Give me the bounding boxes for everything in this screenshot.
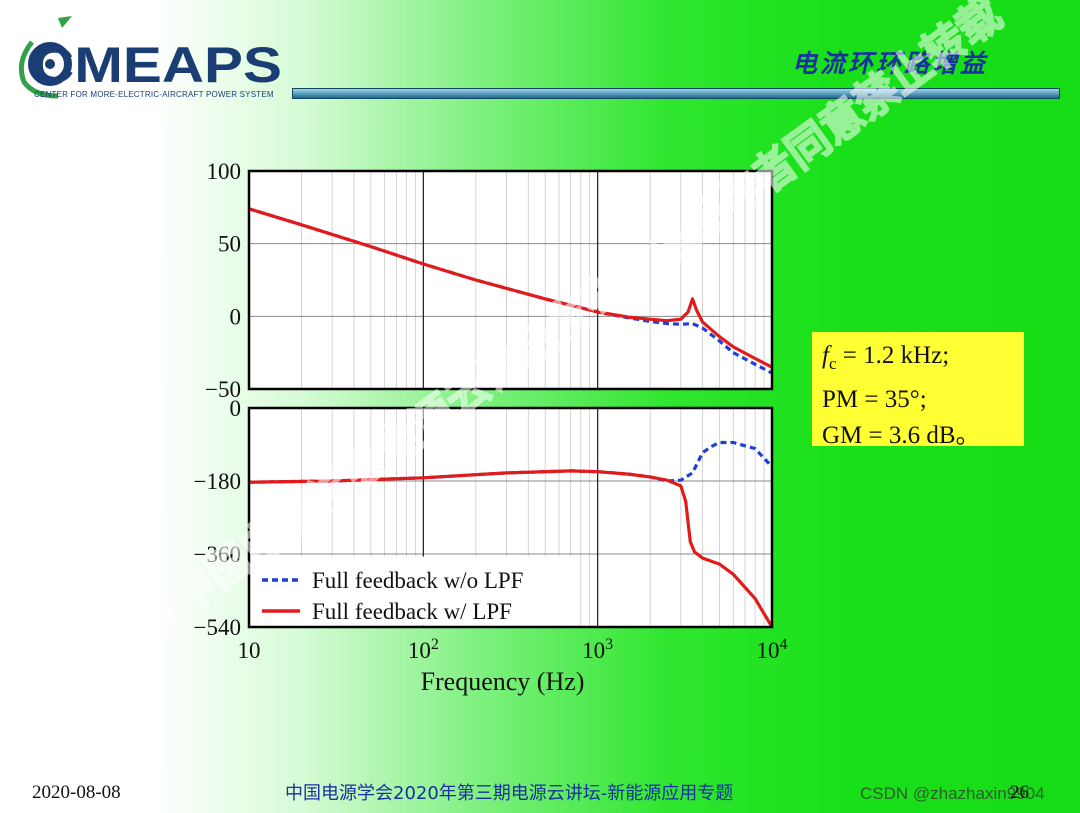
- gain-margin: GM = 3.6 dB。: [822, 422, 981, 449]
- phase-y-tick-label: −540: [194, 615, 241, 640]
- mag-y-tick-label: 0: [230, 304, 242, 329]
- page-number: 26: [1010, 782, 1029, 803]
- phase-frame: [247, 406, 774, 629]
- x-tick-label: 102: [408, 636, 439, 663]
- mag-frame: [247, 169, 774, 391]
- legend: Full feedback w/o LPF Full feedback w/ LP…: [251, 556, 575, 626]
- phase-y-tick-label: −180: [194, 469, 241, 494]
- mag-y-tick-label: −50: [205, 377, 241, 402]
- phase-margin: PM = 35°;: [822, 386, 927, 413]
- legend-box: [251, 556, 575, 626]
- phase-y-tick-label: 0: [230, 396, 242, 421]
- x-tick-label: 104: [757, 636, 788, 663]
- phase-series-with-lpf: [248, 469, 774, 628]
- mag-y-tick-label: 50: [218, 232, 241, 257]
- slide-title: 电流环环路增益: [792, 49, 989, 78]
- title-underline-bar: [292, 88, 1060, 99]
- cmeaps-logo: CMEAPS: [18, 16, 282, 99]
- mag-plot-area: [249, 171, 772, 389]
- logo-subtitle: CENTER FOR MORE-ELECTRIC-AIRCRAFT POWER …: [34, 90, 274, 99]
- logo-text: CMEAPS: [32, 37, 282, 93]
- footer-date: 2020-08-08: [32, 782, 121, 803]
- legend-entry: Full feedback w/o LPF: [312, 568, 523, 593]
- footer-title: 中国电源学会2020年第三期电源云讲坛-新能源应用专题: [285, 783, 734, 804]
- magnitude-plot: 100 50 0 −50: [205, 159, 774, 402]
- phase-series-without-lpf: [248, 440, 774, 484]
- x-tick-label: 10: [238, 638, 261, 663]
- info-box: fc = 1.2 kHz; PM = 35°; GM = 3.6 dB。: [812, 332, 1024, 449]
- x-tick-label: 103: [582, 636, 613, 663]
- csdn-watermark: CSDN @zhazhaxin9904: [860, 784, 1045, 803]
- crossover-frequency: fc = 1.2 kHz;: [822, 342, 950, 373]
- phase-y-tick-label: −360: [194, 542, 241, 567]
- mag-series-with-lpf: [248, 207, 773, 369]
- x-axis: 10 102 103 104 Frequency (Hz): [238, 636, 788, 696]
- mag-y-tick-label: 100: [207, 159, 242, 184]
- legend-entry: Full feedback w/ LPF: [312, 599, 512, 624]
- x-axis-label: Frequency (Hz): [421, 667, 585, 696]
